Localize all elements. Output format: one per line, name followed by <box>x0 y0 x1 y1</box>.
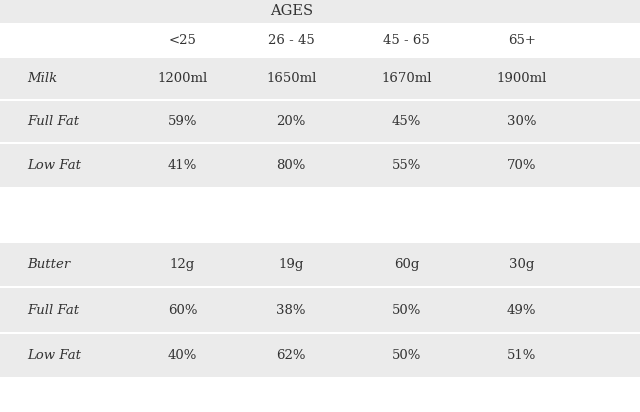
Text: 60%: 60% <box>168 304 197 316</box>
Text: <25: <25 <box>168 34 196 47</box>
Text: 12g: 12g <box>170 258 195 271</box>
Text: Low Fat: Low Fat <box>27 159 81 172</box>
Text: 70%: 70% <box>507 159 536 172</box>
Text: 30%: 30% <box>507 115 536 128</box>
Text: 50%: 50% <box>392 304 421 316</box>
Text: Full Fat: Full Fat <box>27 304 79 316</box>
Bar <box>0 58 640 99</box>
Text: 19g: 19g <box>278 258 304 271</box>
Text: 1650ml: 1650ml <box>266 72 316 85</box>
Text: 49%: 49% <box>507 304 536 316</box>
Bar <box>0 0 640 23</box>
Bar <box>0 288 640 332</box>
Text: 62%: 62% <box>276 349 306 362</box>
Bar <box>0 144 640 187</box>
Text: 50%: 50% <box>392 349 421 362</box>
Text: 38%: 38% <box>276 304 306 316</box>
Text: Butter: Butter <box>27 258 70 271</box>
Text: 1670ml: 1670ml <box>381 72 431 85</box>
Text: 1900ml: 1900ml <box>497 72 547 85</box>
Text: 80%: 80% <box>276 159 306 172</box>
Bar <box>0 243 640 286</box>
Bar <box>0 25 640 56</box>
Text: 55%: 55% <box>392 159 421 172</box>
Text: 26 - 45: 26 - 45 <box>268 34 315 47</box>
Text: 1200ml: 1200ml <box>157 72 207 85</box>
Bar <box>0 101 640 142</box>
Text: 41%: 41% <box>168 159 197 172</box>
Text: 51%: 51% <box>507 349 536 362</box>
Text: 30g: 30g <box>509 258 534 271</box>
Text: 45 - 65: 45 - 65 <box>383 34 430 47</box>
Text: 59%: 59% <box>168 115 197 128</box>
Bar <box>0 377 640 412</box>
Text: Milk: Milk <box>27 72 57 85</box>
Text: 40%: 40% <box>168 349 197 362</box>
Text: 60g: 60g <box>394 258 419 271</box>
Text: 65+: 65+ <box>508 34 536 47</box>
Text: Low Fat: Low Fat <box>27 349 81 362</box>
Text: AGES: AGES <box>269 5 313 18</box>
Text: 45%: 45% <box>392 115 421 128</box>
Text: 20%: 20% <box>276 115 306 128</box>
Text: Full Fat: Full Fat <box>27 115 79 128</box>
Bar <box>0 334 640 377</box>
Bar <box>0 190 640 241</box>
